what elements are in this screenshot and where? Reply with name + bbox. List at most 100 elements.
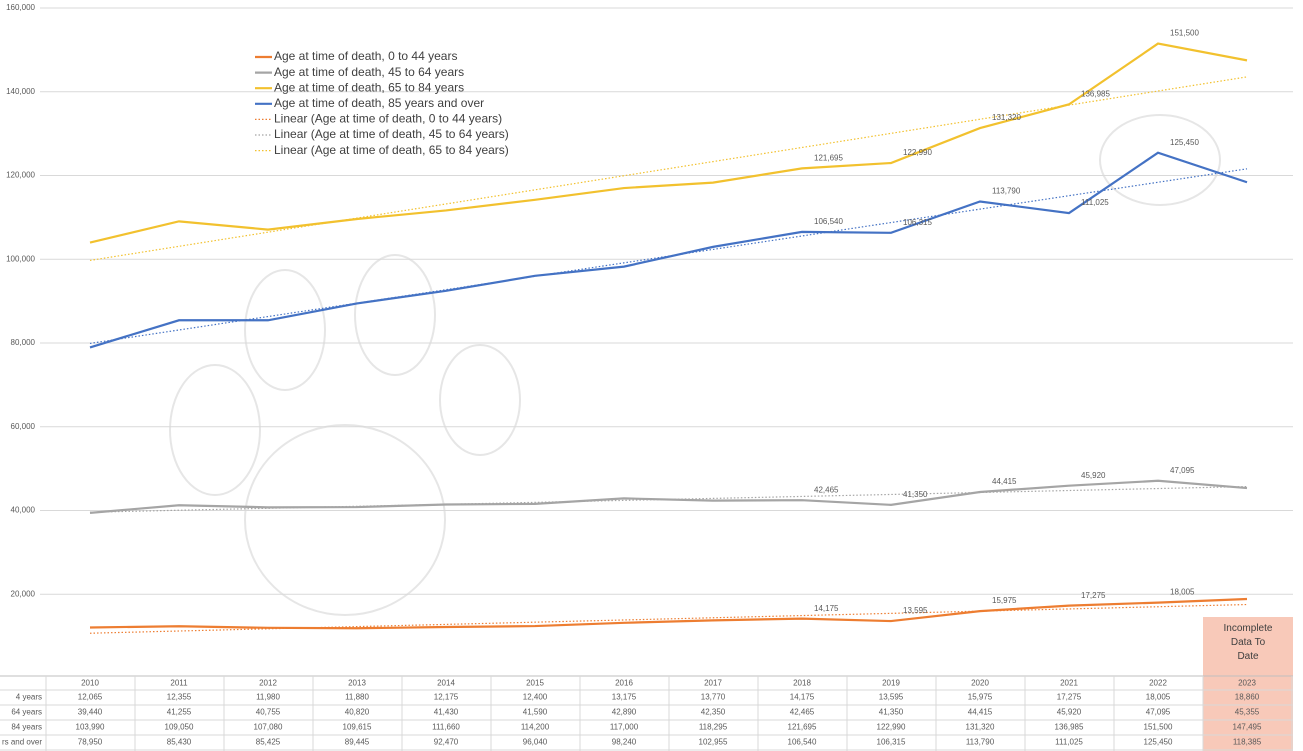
table-header: 2010 — [81, 679, 99, 688]
data-label: 14,175 — [814, 604, 839, 613]
table-header: 2013 — [348, 679, 366, 688]
data-label: 111,025 — [1081, 198, 1109, 207]
data-label: 113,790 — [992, 187, 1021, 196]
trendline — [89, 76, 1248, 262]
table-cell: 40,820 — [345, 708, 370, 717]
data-label: 17,275 — [1081, 591, 1106, 600]
table-header: 2015 — [526, 679, 544, 688]
table-cell: 151,500 — [1144, 723, 1173, 732]
table-cell: 89,445 — [345, 738, 370, 747]
table-header: 2019 — [882, 679, 900, 688]
table-cell: 15,975 — [968, 693, 993, 702]
table-cell: 41,255 — [167, 708, 192, 717]
table-cell: 102,955 — [699, 738, 728, 747]
table-cell: 13,175 — [612, 693, 637, 702]
background-sketch — [169, 114, 1221, 616]
data-label: 106,540 — [814, 217, 843, 226]
table-header: 2011 — [170, 679, 188, 688]
table-cell: 114,200 — [521, 723, 550, 732]
table-cell: 14,175 — [790, 693, 815, 702]
series-line — [89, 42, 1248, 244]
table-cell: 41,590 — [523, 708, 548, 717]
table-cell: 98,240 — [612, 738, 637, 747]
data-label: 121,695 — [814, 154, 843, 163]
table-header: 2016 — [615, 679, 633, 688]
y-tick-label: 120,000 — [6, 171, 35, 180]
y-tick-label: 60,000 — [11, 422, 36, 431]
table-cell: 106,540 — [788, 738, 817, 747]
table-cell: 11,880 — [345, 693, 369, 702]
table-cell: 122,990 — [877, 723, 906, 732]
table-cell: 42,350 — [701, 708, 726, 717]
table-cell: 118,385 — [1233, 738, 1262, 747]
annotation: Incomplete Data To Date — [1224, 623, 1273, 662]
data-label: 18,005 — [1170, 588, 1195, 597]
table-cell: 92,470 — [434, 738, 459, 747]
y-tick-label: 100,000 — [6, 254, 35, 263]
y-tick-label: 20,000 — [11, 589, 36, 598]
series-line — [89, 151, 1248, 349]
table-header: 2018 — [793, 679, 811, 688]
table-cell: 41,430 — [434, 708, 459, 717]
table-cell: 13,770 — [701, 693, 726, 702]
y-tick-label: 160,000 — [6, 3, 35, 12]
table-cell: 111,660 — [432, 723, 460, 732]
table-cell: 113,790 — [966, 738, 995, 747]
table-cell: 147,495 — [1233, 723, 1262, 732]
table-cell: 109,615 — [343, 723, 372, 732]
table-cell: 12,175 — [434, 693, 459, 702]
table-row-label: 84 years — [11, 723, 42, 732]
table-cell: 96,040 — [523, 738, 548, 747]
trendline — [89, 168, 1248, 345]
legend-label: Age at time of death, 65 to 84 years — [274, 80, 464, 94]
table-cell: 107,080 — [254, 723, 283, 732]
trendline — [89, 485, 1248, 513]
table-cell: 47,095 — [1146, 708, 1171, 717]
table-cell: 131,320 — [966, 723, 995, 732]
table-cell: 45,920 — [1057, 708, 1082, 717]
table-header: 2017 — [704, 679, 722, 688]
table-cell: 85,430 — [167, 738, 192, 747]
table-row-label: 4 years — [16, 693, 42, 702]
table-cell: 45,355 — [1235, 708, 1260, 717]
table-cell: 11,980 — [256, 693, 280, 702]
data-label: 47,095 — [1170, 466, 1195, 475]
legend-label: Linear (Age at time of death, 45 to 64 y… — [274, 127, 509, 141]
table-cell: 111,025 — [1055, 738, 1083, 747]
data-label: 45,920 — [1081, 471, 1106, 480]
data-label: 44,415 — [992, 477, 1017, 486]
table-row-label: 64 years — [11, 708, 42, 717]
y-tick-label: 80,000 — [11, 338, 36, 347]
table-cell: 12,355 — [167, 693, 192, 702]
data-label: 136,985 — [1081, 89, 1110, 98]
data-label: 106,315 — [903, 218, 932, 227]
data-label: 41,350 — [903, 490, 928, 499]
table-row-label: rs and over — [2, 738, 42, 747]
legend-label: Age at time of death, 0 to 44 years — [274, 49, 457, 63]
legend-label: Age at time of death, 45 to 64 years — [274, 65, 464, 79]
series-line — [89, 597, 1248, 630]
table-cell: 17,275 — [1057, 693, 1082, 702]
data-label: 131,320 — [992, 113, 1021, 122]
table-cell: 44,415 — [968, 708, 993, 717]
table-cell: 39,440 — [78, 708, 103, 717]
table-cell: 121,695 — [788, 723, 817, 732]
table-cell: 40,755 — [256, 708, 281, 717]
table-header: 2012 — [259, 679, 277, 688]
legend-label: Linear (Age at time of death, 65 to 84 y… — [274, 143, 509, 157]
data-label: 15,975 — [992, 596, 1017, 605]
table-cell: 103,990 — [76, 723, 105, 732]
table-header: 2020 — [971, 679, 989, 688]
table-cell: 13,595 — [879, 693, 904, 702]
table-cell: 106,315 — [877, 738, 906, 747]
table-header: 2014 — [437, 679, 455, 688]
data-label: 13,595 — [903, 606, 928, 615]
y-tick-label: 140,000 — [6, 87, 35, 96]
table-cell: 125,450 — [1144, 738, 1173, 747]
legend-label: Linear (Age at time of death, 0 to 44 ye… — [274, 112, 502, 126]
table-cell: 12,065 — [78, 693, 103, 702]
table-cell: 18,860 — [1235, 693, 1260, 702]
incomplete-highlight — [1203, 617, 1293, 751]
series-line — [89, 479, 1248, 514]
